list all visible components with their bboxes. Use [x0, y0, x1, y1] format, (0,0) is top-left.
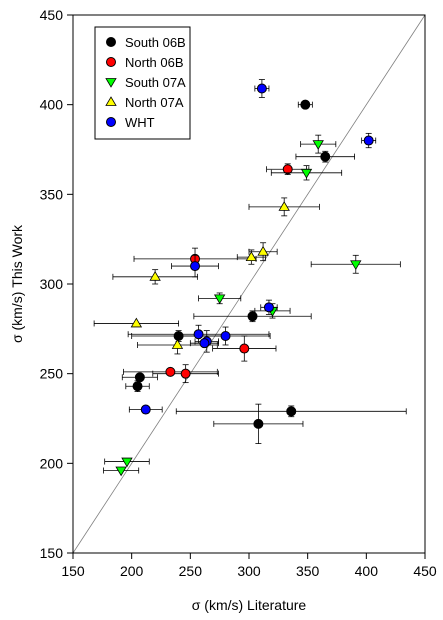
x-tick-label: 250	[179, 563, 203, 579]
data-point	[253, 418, 264, 429]
data-point	[199, 338, 210, 349]
legend-marker	[105, 96, 117, 106]
data-point	[300, 99, 311, 110]
y-tick-label: 150	[40, 545, 64, 561]
data-point	[171, 339, 184, 349]
data-point	[220, 331, 231, 342]
series-north-07a	[93, 197, 320, 355]
y-tick-label: 300	[40, 276, 64, 292]
x-tick-label: 350	[296, 563, 320, 579]
data-point	[257, 245, 269, 256]
legend-marker	[106, 37, 116, 47]
data-point	[115, 466, 127, 477]
x-tick-label: 400	[355, 563, 379, 579]
legend-label: South 06B	[125, 35, 186, 50]
y-tick-label: 350	[40, 186, 64, 202]
y-tick-label: 400	[40, 97, 64, 113]
legend: South 06B North 06B South 07A North 07A WHT	[94, 26, 191, 140]
legend-label: North 06B	[125, 55, 184, 70]
data-point	[245, 251, 258, 262]
x-tick-label: 300	[237, 563, 261, 579]
y-axis-title: σ (km/s) This Work	[9, 224, 25, 343]
data-point	[312, 140, 324, 150]
data-point	[121, 457, 133, 468]
data-point	[320, 151, 331, 162]
data-point	[193, 329, 204, 340]
data-point	[190, 261, 201, 272]
series-south-07a	[103, 134, 401, 477]
one-to-one-line	[72, 14, 426, 554]
data-point	[130, 317, 143, 328]
data-point	[239, 343, 250, 354]
legend-marker	[105, 78, 117, 88]
legend-label: WHT	[125, 115, 155, 130]
series-north-06b	[123, 163, 310, 384]
data-point	[180, 368, 191, 379]
data-point	[363, 135, 374, 146]
data-point	[286, 406, 297, 417]
y-tick-label: 450	[40, 7, 64, 23]
data-point	[350, 260, 362, 271]
series-south-06b	[121, 99, 407, 445]
data-point	[282, 164, 293, 175]
axes: 150 200 250 300 350 400 450 150 200 250 300 350 400 4…	[40, 7, 437, 579]
x-tick-label: 450	[413, 563, 437, 579]
legend-marker	[106, 57, 116, 67]
data-point	[263, 302, 274, 313]
legend-label: South 07A	[125, 75, 186, 90]
data-point	[300, 168, 313, 179]
data-point	[213, 294, 226, 305]
data-point	[247, 311, 258, 322]
data-point	[165, 366, 176, 377]
data-point	[256, 83, 267, 94]
data-point	[132, 381, 143, 392]
plot-area	[72, 14, 426, 554]
series-wht	[127, 79, 377, 415]
x-tick-label: 150	[61, 563, 85, 579]
data-point	[278, 201, 290, 211]
data-point	[140, 404, 151, 415]
y-tick-label: 250	[40, 366, 64, 382]
data-point	[134, 372, 145, 383]
data-point	[149, 271, 161, 281]
legend-marker	[106, 117, 116, 127]
legend-label: North 07A	[125, 95, 184, 110]
x-tick-label: 200	[120, 563, 144, 579]
x-axis-title: σ (km/s) Literature	[192, 597, 307, 613]
y-tick-label: 200	[40, 455, 64, 471]
